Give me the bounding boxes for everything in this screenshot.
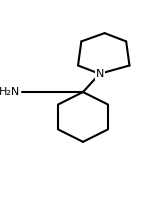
Text: H₂N: H₂N xyxy=(0,87,20,97)
Text: N: N xyxy=(95,69,104,79)
